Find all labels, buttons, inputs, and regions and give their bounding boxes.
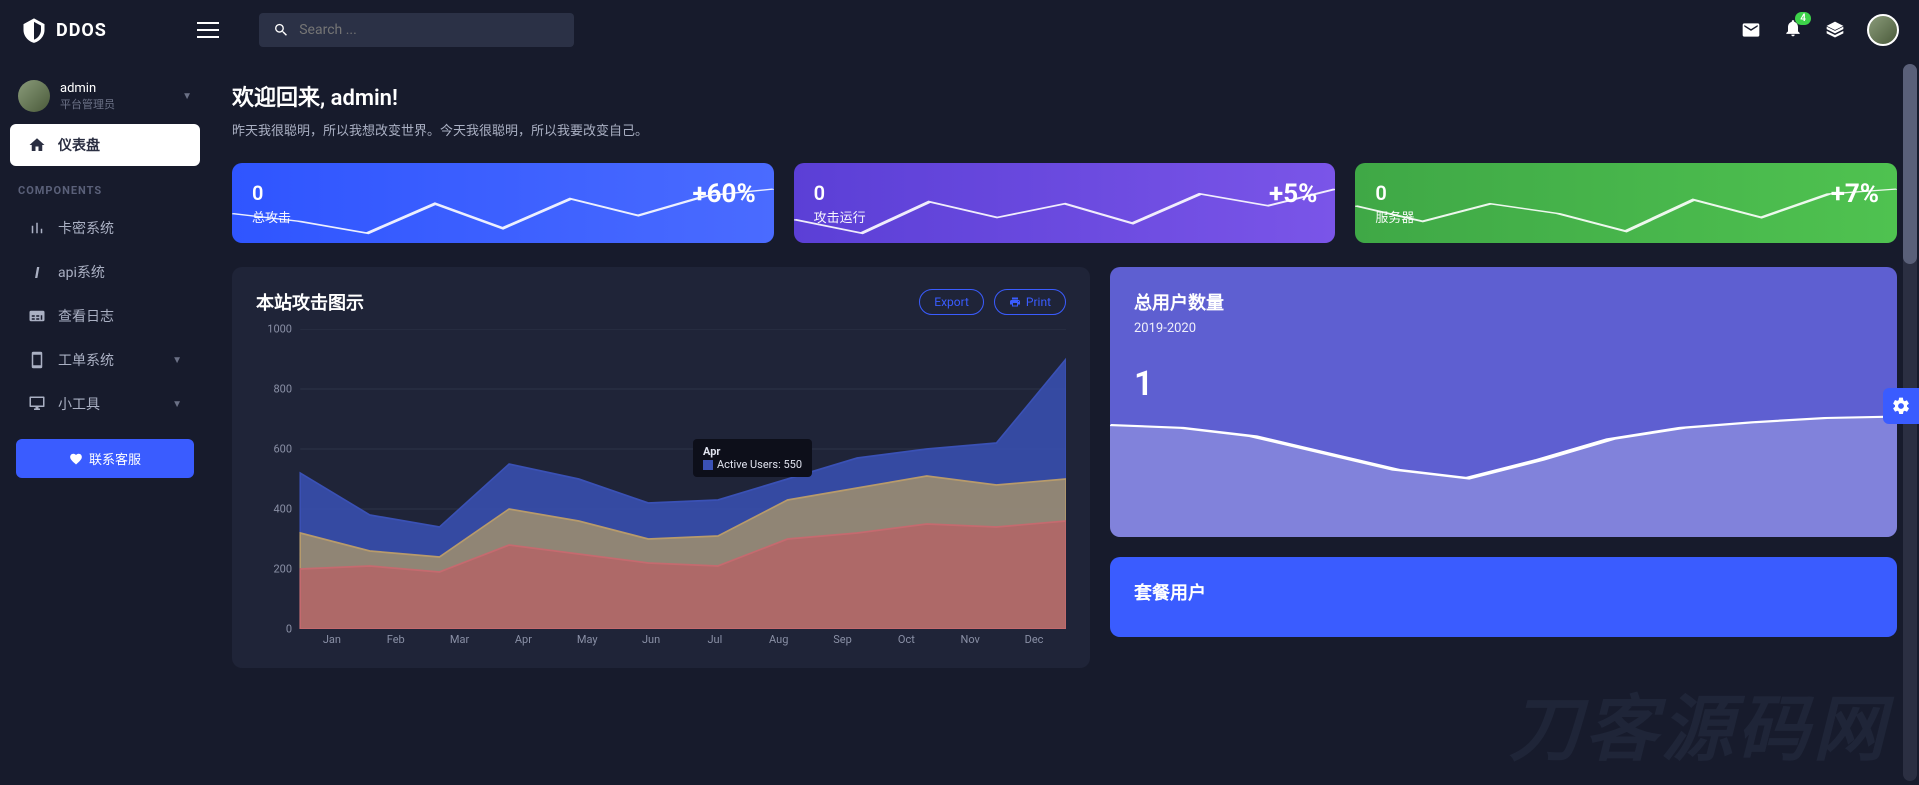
contact-label: 联系客服 xyxy=(89,449,141,468)
notification-bell[interactable]: 4 xyxy=(1783,18,1803,42)
y-tick-label: 800 xyxy=(256,383,292,396)
welcome-title: 欢迎回来, admin! xyxy=(232,80,1897,112)
stat-card-0: 0总攻击+60% xyxy=(232,163,774,243)
stat-card-1: 0攻击运行+5% xyxy=(794,163,1336,243)
nav-item-4[interactable]: 小工具 ▼ xyxy=(10,383,200,425)
brand-icon xyxy=(20,16,48,44)
nav-item-0[interactable]: 卡密系统 xyxy=(10,207,200,249)
print-icon xyxy=(1009,296,1021,308)
stat-row: 0总攻击+60%0攻击运行+5%0服务器+7% xyxy=(232,163,1897,243)
x-tick-label: Feb xyxy=(364,633,428,646)
nav-section-label: COMPONENTS xyxy=(0,168,210,205)
chevron-down-icon: ▼ xyxy=(172,355,182,366)
gear-icon xyxy=(1891,396,1911,416)
welcome-subtitle: 昨天我很聪明，所以我想改变世界。今天我很聪明，所以我要改变自己。 xyxy=(232,120,1897,139)
sparkline xyxy=(1355,183,1897,243)
topbar: DDOS 4 xyxy=(0,0,1919,60)
nav-label: 小工具 xyxy=(58,394,100,414)
x-tick-label: Nov xyxy=(938,633,1002,646)
nav-label: 卡密系统 xyxy=(58,218,114,238)
sidebar-userrole: 平台管理员 xyxy=(60,96,172,112)
chevron-down-icon: ▼ xyxy=(172,399,182,410)
layers-icon[interactable] xyxy=(1825,20,1845,40)
brand-logo[interactable]: DDOS xyxy=(20,16,107,44)
brand-text: DDOS xyxy=(56,20,107,41)
y-tick-label: 200 xyxy=(256,563,292,576)
x-tick-label: Jan xyxy=(300,633,364,646)
y-tick-label: 400 xyxy=(256,503,292,516)
chart-title: 本站攻击图示 xyxy=(256,289,364,315)
plan-users-card: 套餐用户 xyxy=(1110,557,1897,637)
x-tick-label: Apr xyxy=(491,633,555,646)
notif-badge: 4 xyxy=(1795,12,1811,25)
user-card-title: 总用户数量 xyxy=(1134,289,1873,315)
main-chart-panel: 本站攻击图示 Export Print 0 200 400 600 800 1000 Apr… xyxy=(232,267,1090,668)
nav-label: 查看日志 xyxy=(58,306,114,326)
home-icon xyxy=(28,136,46,154)
nav-icon xyxy=(28,395,46,413)
x-tick-label: Oct xyxy=(874,633,938,646)
x-tick-label: Dec xyxy=(1002,633,1066,646)
y-tick-label: 1000 xyxy=(256,323,292,336)
user-card-sub: 2019-2020 xyxy=(1134,321,1873,336)
heart-icon xyxy=(69,452,83,466)
sidebar-avatar xyxy=(18,80,50,112)
user-avatar[interactable] xyxy=(1867,14,1899,46)
export-button[interactable]: Export xyxy=(919,289,984,315)
nav-icon xyxy=(28,351,46,369)
mail-icon[interactable] xyxy=(1741,20,1761,40)
nav-dashboard[interactable]: 仪表盘 xyxy=(10,124,200,166)
sidebar: admin 平台管理员 ▼ 仪表盘 COMPONENTS 卡密系统 Iapi系统查… xyxy=(0,60,210,785)
contact-button[interactable]: 联系客服 xyxy=(16,439,194,478)
y-tick-label: 0 xyxy=(256,623,292,636)
sparkline xyxy=(794,183,1336,243)
search-box[interactable] xyxy=(259,13,574,47)
x-tick-label: Jun xyxy=(619,633,683,646)
sparkline xyxy=(232,183,774,243)
nav-icon: I xyxy=(28,263,46,281)
chevron-down-icon: ▼ xyxy=(182,91,192,102)
x-tick-label: Aug xyxy=(747,633,811,646)
chart-body: 02004006008001000AprActive Users: 550 xyxy=(256,329,1066,629)
side-cards: 总用户数量 2019-2020 1 套餐用户 xyxy=(1110,267,1897,668)
x-tick-label: Sep xyxy=(811,633,875,646)
main-chart-svg xyxy=(256,329,1066,629)
total-users-card: 总用户数量 2019-2020 1 xyxy=(1110,267,1897,537)
search-icon xyxy=(273,21,289,39)
main-content: 欢迎回来, admin! 昨天我很聪明，所以我想改变世界。今天我很聪明，所以我要… xyxy=(210,60,1919,785)
nav-dashboard-label: 仪表盘 xyxy=(58,135,100,155)
x-tick-label: Jul xyxy=(683,633,747,646)
welcome-block: 欢迎回来, admin! 昨天我很聪明，所以我想改变世界。今天我很聪明，所以我要… xyxy=(232,80,1897,139)
nav-item-1[interactable]: Iapi系统 xyxy=(10,251,200,293)
menu-toggle[interactable] xyxy=(197,22,219,38)
search-input[interactable] xyxy=(299,22,560,38)
sidebar-username: admin xyxy=(60,81,172,96)
nav-label: api系统 xyxy=(58,262,105,282)
sidebar-user[interactable]: admin 平台管理员 ▼ xyxy=(0,70,210,122)
x-tick-label: May xyxy=(555,633,619,646)
scrollbar-thumb[interactable] xyxy=(1903,64,1917,264)
topbar-right: 4 xyxy=(1741,14,1899,46)
user-card-wave xyxy=(1110,397,1897,537)
nav-icon xyxy=(28,219,46,237)
nav-item-3[interactable]: 工单系统 ▼ xyxy=(10,339,200,381)
print-button[interactable]: Print xyxy=(994,289,1066,315)
x-tick-label: Mar xyxy=(428,633,492,646)
stat-card-2: 0服务器+7% xyxy=(1355,163,1897,243)
y-tick-label: 600 xyxy=(256,443,292,456)
nav-label: 工单系统 xyxy=(58,350,114,370)
settings-fab[interactable] xyxy=(1883,388,1919,424)
nav-icon xyxy=(28,307,46,325)
row2: 本站攻击图示 Export Print 0 200 400 600 800 1000 Apr… xyxy=(232,267,1897,668)
x-axis-labels: JanFebMarAprMayJunJulAugSepOctNovDec xyxy=(256,633,1066,646)
plan-card-title: 套餐用户 xyxy=(1134,579,1873,605)
nav-item-2[interactable]: 查看日志 xyxy=(10,295,200,337)
